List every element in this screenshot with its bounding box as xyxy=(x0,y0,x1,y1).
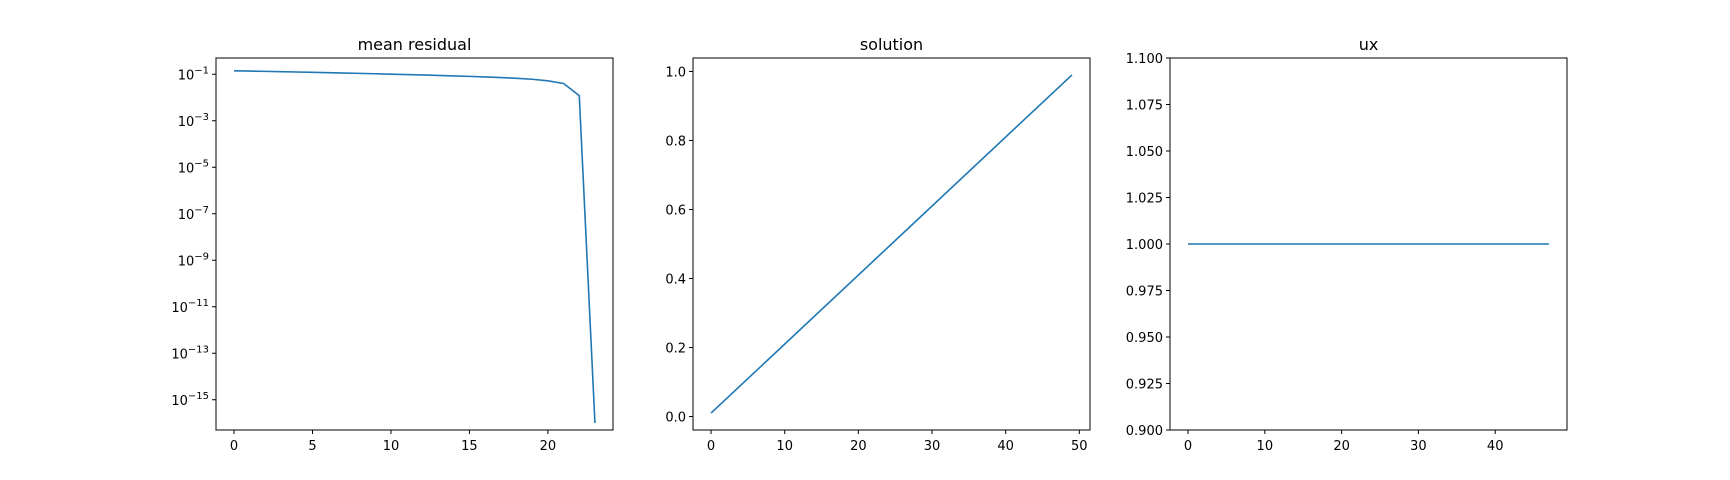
x-tick-label: 40 xyxy=(1487,439,1504,454)
x-tick-label: 50 xyxy=(1071,439,1088,454)
x-tick-label: 20 xyxy=(540,439,557,454)
chart-title: mean residual xyxy=(358,35,472,54)
y-tick-label: 10−3 xyxy=(178,112,209,130)
x-tick-label: 10 xyxy=(1257,439,1274,454)
plot-frame xyxy=(692,57,1091,431)
y-tick-label: 0.950 xyxy=(1126,331,1163,346)
x-tick-label: 40 xyxy=(997,439,1014,454)
y-tick-label: 1.0 xyxy=(665,65,686,80)
series-line xyxy=(234,69,596,424)
y-tick-label: 1.050 xyxy=(1126,145,1163,160)
y-tick-label: 1.100 xyxy=(1126,52,1163,67)
y-tick-label: 10−15 xyxy=(171,391,209,409)
x-tick-label: 15 xyxy=(461,439,478,454)
chart-panel-residual: mean residual 0 5 10 15 20 10−1 10−3 10−5 10−7 10−… xyxy=(171,35,614,454)
x-tick-label: 20 xyxy=(1333,439,1350,454)
y-tick-label: 0.0 xyxy=(665,411,686,426)
y-tick-label: 10−11 xyxy=(171,298,209,316)
chart-panel-ux: ux 0 10 20 30 40 0.900 0.925 0.950 0.975 1.000 1.02… xyxy=(1126,35,1568,454)
y-tick-label: 10−1 xyxy=(178,65,209,83)
chart-panel-solution: solution 0 10 20 30 40 50 0.0 0.2 0.4 0.6 0.8 1.0 xyxy=(665,35,1091,454)
y-tick-label: 1.075 xyxy=(1126,99,1163,114)
x-tick-label: 0 xyxy=(707,439,715,454)
y-tick-label: 10−7 xyxy=(178,205,209,223)
series-line xyxy=(710,74,1073,414)
y-tick-label: 0.900 xyxy=(1126,424,1163,439)
chart-title: ux xyxy=(1359,35,1379,54)
y-tick-label: 10−13 xyxy=(171,344,209,362)
y-tick-label: 0.975 xyxy=(1126,285,1163,300)
y-tick-label: 10−5 xyxy=(178,158,209,176)
y-tick-label: 10−9 xyxy=(178,251,209,269)
chart-title: solution xyxy=(860,35,923,54)
y-tick-label: 0.2 xyxy=(665,342,686,357)
y-tick-label: 0.8 xyxy=(665,134,686,149)
x-tick-label: 10 xyxy=(776,439,793,454)
x-tick-label: 20 xyxy=(850,439,867,454)
x-tick-label: 30 xyxy=(1410,439,1427,454)
x-tick-label: 0 xyxy=(1184,439,1192,454)
x-tick-label: 0 xyxy=(230,439,238,454)
y-tick-label: 0.925 xyxy=(1126,378,1163,393)
x-tick-label: 30 xyxy=(924,439,941,454)
x-tick-label: 10 xyxy=(383,439,400,454)
y-tick-label: 1.025 xyxy=(1126,192,1163,207)
y-tick-label: 1.000 xyxy=(1126,238,1163,253)
plot-frame xyxy=(215,57,614,431)
x-tick-label: 5 xyxy=(308,439,316,454)
y-tick-label: 0.6 xyxy=(665,203,686,218)
y-tick-label: 0.4 xyxy=(665,273,686,288)
